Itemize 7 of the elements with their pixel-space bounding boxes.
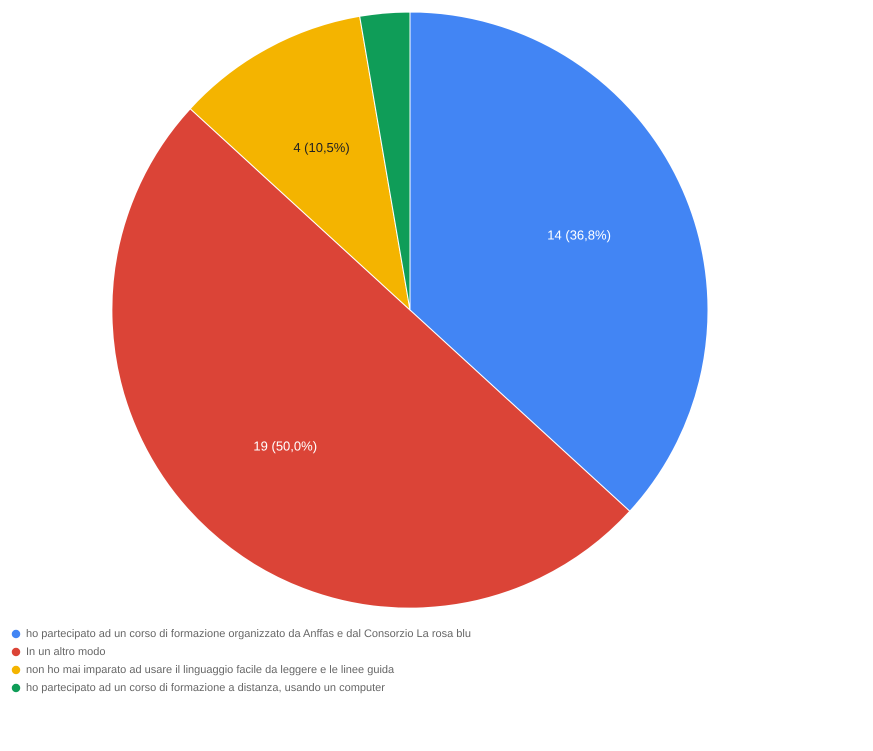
legend-label: ho partecipato ad un corso di formazione a distanza, usando un computer xyxy=(26,682,386,694)
legend-label: In un altro modo xyxy=(26,646,106,658)
data-label: 14 (36,8%) xyxy=(547,228,611,243)
data-label: 19 (50,0%) xyxy=(253,438,318,454)
data-label: 4 (10,5%) xyxy=(293,140,350,155)
legend-label: non ho mai imparato ad usare il linguaggio facile da leggere e le linee guida xyxy=(26,664,396,676)
legend-label: ho partecipato ad un corso di formazione organizzato da Anffas e dal Consorzio La rosa blu xyxy=(26,628,471,640)
